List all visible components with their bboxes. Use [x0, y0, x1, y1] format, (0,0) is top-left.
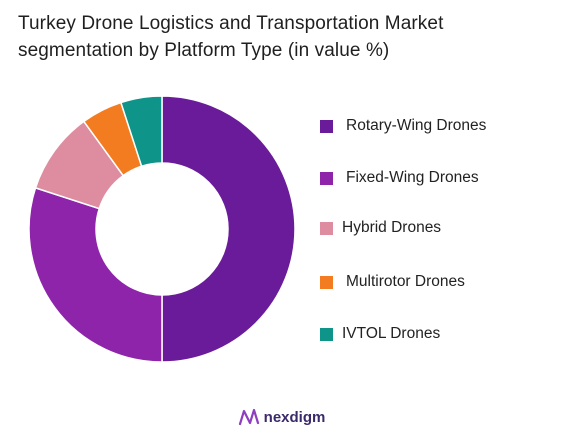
chart-title: Turkey Drone Logistics and Transportatio…: [18, 10, 548, 64]
nexdigm-logo-icon: [238, 408, 259, 426]
legend-item-rotary-wing-drones: Rotary-Wing Drones: [320, 116, 486, 136]
donut-slice-fixed-wing-drones: [28, 186, 163, 363]
legend-label: Fixed-Wing Drones: [346, 169, 479, 186]
legend-label: Rotary-Wing Drones: [346, 117, 487, 134]
chart-title-line-1: Turkey Drone Logistics and Transportatio…: [18, 13, 444, 34]
legend-swatch: [320, 275, 333, 289]
legend-swatch: [320, 119, 333, 133]
legend-item-hybrid-drones: Hybrid Drones: [320, 218, 441, 238]
donut-slice-rotary-wing-drones: [161, 95, 296, 363]
legend-label: Multirotor Drones: [346, 273, 465, 290]
legend-item-ivtol-drones: IVTOL Drones: [320, 324, 440, 344]
donut-slice-ivtol-drones: [119, 95, 163, 168]
brand-name: nexdigm: [263, 408, 326, 426]
legend-label: IVTOL Drones: [342, 325, 441, 342]
legend-label: Hybrid Drones: [342, 219, 442, 236]
legend-item-fixed-wing-drones: Fixed-Wing Drones: [320, 168, 479, 188]
legend-item-multirotor-drones: Multirotor Drones: [320, 272, 465, 292]
chart-title-line-2: segmentation by Platform Type (in value …: [18, 40, 390, 61]
legend-swatch: [320, 221, 333, 235]
legend-swatch: [320, 171, 333, 185]
legend-swatch: [320, 327, 333, 341]
brand-logo: nexdigm: [0, 404, 563, 430]
